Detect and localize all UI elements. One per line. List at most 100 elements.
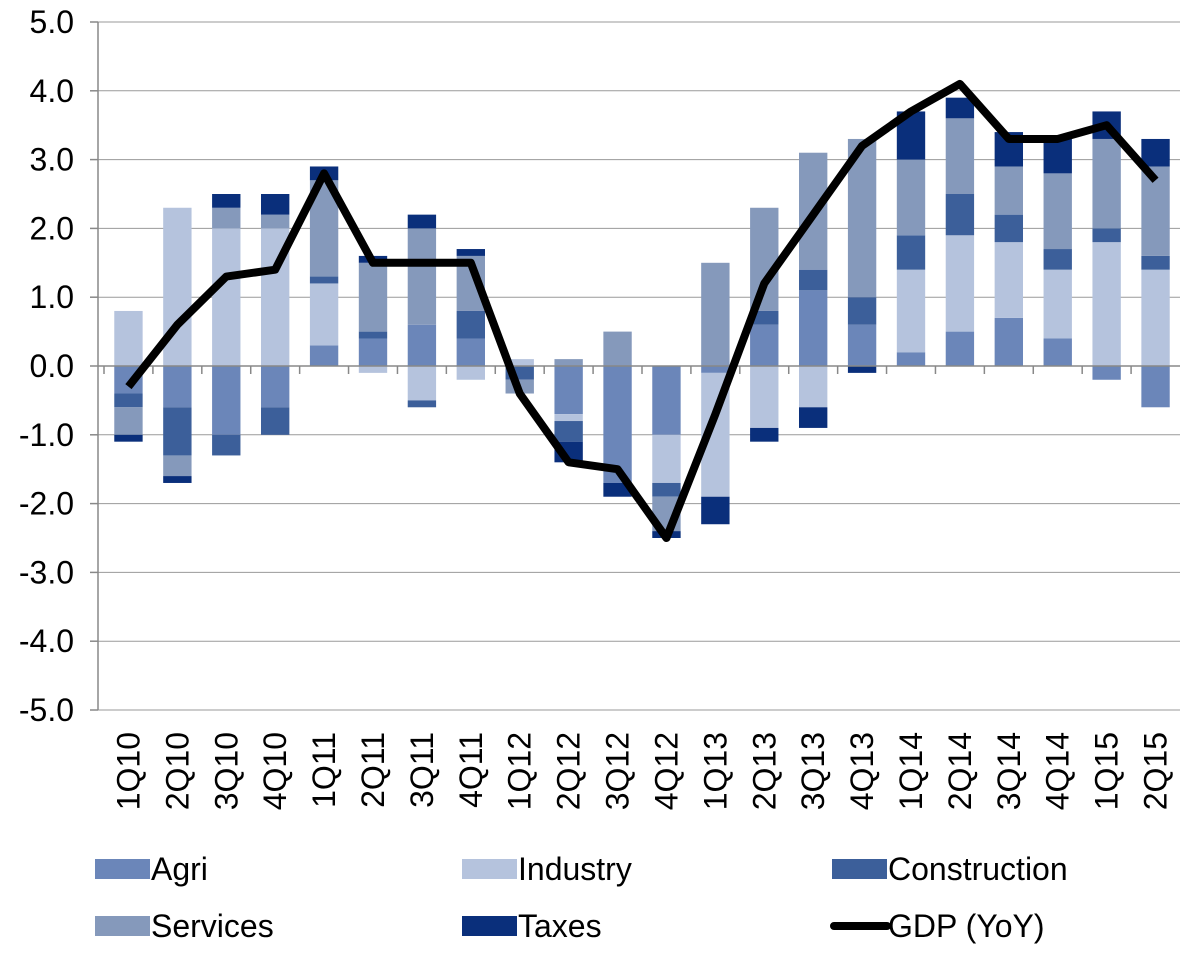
bar-segment (407, 366, 437, 401)
bar-segment (407, 214, 437, 229)
bar-segment (1043, 249, 1072, 270)
y-tick-label: 3.0 (30, 142, 74, 178)
x-tick-label: 3Q12 (600, 732, 636, 810)
bar-segment (163, 407, 192, 456)
bar-segment (358, 366, 388, 373)
y-tick-label: 4.0 (30, 73, 74, 109)
x-tick-label: 2Q13 (746, 732, 782, 810)
y-tick-label: -4.0 (19, 623, 74, 659)
bar-segment (1141, 166, 1170, 256)
legend-label: Taxes (518, 908, 602, 944)
x-tick-label: 2Q15 (1138, 732, 1174, 810)
y-tick-label: 0.0 (30, 348, 74, 384)
bar-segment (114, 434, 143, 442)
bar-segment (750, 427, 779, 442)
bar-segment (896, 235, 926, 270)
bar-segment (1141, 138, 1170, 167)
x-tick-label: 4Q12 (648, 732, 684, 810)
bar-segment (212, 228, 241, 366)
bar-segment (994, 166, 1024, 215)
bar-segment (260, 366, 290, 408)
bar-segment (1092, 366, 1121, 380)
legend-swatch (832, 859, 887, 879)
bar-segment (114, 407, 143, 435)
bar-segment (603, 331, 632, 366)
bar-segment (701, 262, 730, 366)
bar-segment (554, 366, 583, 415)
legend-label: GDP (YoY) (888, 908, 1045, 944)
bar-segment (212, 194, 241, 208)
x-tick-label: 1Q11 (306, 732, 342, 808)
bar-segment (1043, 269, 1072, 339)
bar-segment (1043, 338, 1072, 366)
x-tick-label: 3Q11 (404, 732, 440, 808)
bar-segment (309, 283, 339, 346)
bar-segment (750, 310, 779, 325)
y-tick-label: -5.0 (19, 692, 74, 728)
bar-segment (358, 338, 388, 366)
bar-segment (798, 366, 828, 408)
bar-segment (652, 434, 681, 483)
bar-segment (994, 317, 1024, 366)
bar-segment (114, 393, 143, 408)
bar-segment (798, 269, 828, 291)
bar-segment (701, 366, 730, 373)
bar-segment (505, 359, 534, 366)
bar-segment (750, 324, 779, 366)
bar-segment (1092, 228, 1121, 243)
legend-swatch (95, 859, 150, 879)
x-tick-label: 1Q12 (502, 732, 538, 810)
x-tick-label: 1Q13 (697, 732, 733, 810)
bar-segment (358, 331, 388, 339)
x-tick-label: 3Q13 (795, 732, 831, 810)
bar-segment (554, 421, 583, 442)
bar-segment (896, 159, 926, 236)
bar-segment (847, 324, 877, 366)
bar-segment (945, 97, 975, 119)
bar-segment (456, 310, 486, 339)
legend-label: Construction (888, 851, 1068, 887)
bar-segment (1092, 242, 1121, 366)
x-tick-label: 4Q10 (257, 732, 293, 810)
bar-segment (309, 276, 339, 284)
x-tick-label: 4Q14 (1040, 732, 1076, 810)
bar-segment (945, 118, 975, 194)
bar-segment (1043, 173, 1072, 250)
bar-segment (554, 414, 583, 422)
bar-segment (407, 400, 437, 408)
bar-segment (945, 235, 975, 332)
bar-segment (407, 324, 437, 366)
y-tick-label: 5.0 (30, 4, 74, 40)
legend-label: Industry (518, 851, 632, 887)
bar-segment (847, 297, 877, 325)
y-tick-label: 1.0 (30, 279, 74, 315)
bar-segment (358, 262, 388, 332)
bar-segment (456, 366, 486, 380)
x-tick-label: 2Q14 (942, 732, 978, 810)
bar-segment (1141, 269, 1170, 366)
bar-segment (456, 249, 486, 256)
x-tick-label: 4Q11 (453, 732, 489, 808)
bar-segment (945, 194, 975, 236)
bar-segment (1141, 255, 1170, 270)
y-tick-label: -2.0 (19, 486, 74, 522)
bar-segment (407, 228, 437, 325)
x-tick-label: 4Q13 (844, 732, 880, 810)
bar-segment (994, 242, 1024, 318)
bar-segment (554, 359, 583, 366)
bar-segment (798, 290, 828, 366)
bar-segment (260, 407, 290, 435)
y-tick-label: 2.0 (30, 210, 74, 246)
legend-swatch (95, 916, 150, 936)
bar-segment (945, 331, 975, 366)
x-tick-label: 2Q12 (551, 732, 587, 810)
x-tick-label: 1Q15 (1089, 732, 1125, 810)
bar-segment (750, 366, 779, 428)
bar-segment (896, 269, 926, 353)
legend-label: Services (151, 908, 274, 944)
x-tick-label: 3Q14 (991, 732, 1027, 810)
bar-segment (163, 455, 192, 477)
bar-segment (456, 338, 486, 366)
bar-segment (652, 366, 681, 435)
